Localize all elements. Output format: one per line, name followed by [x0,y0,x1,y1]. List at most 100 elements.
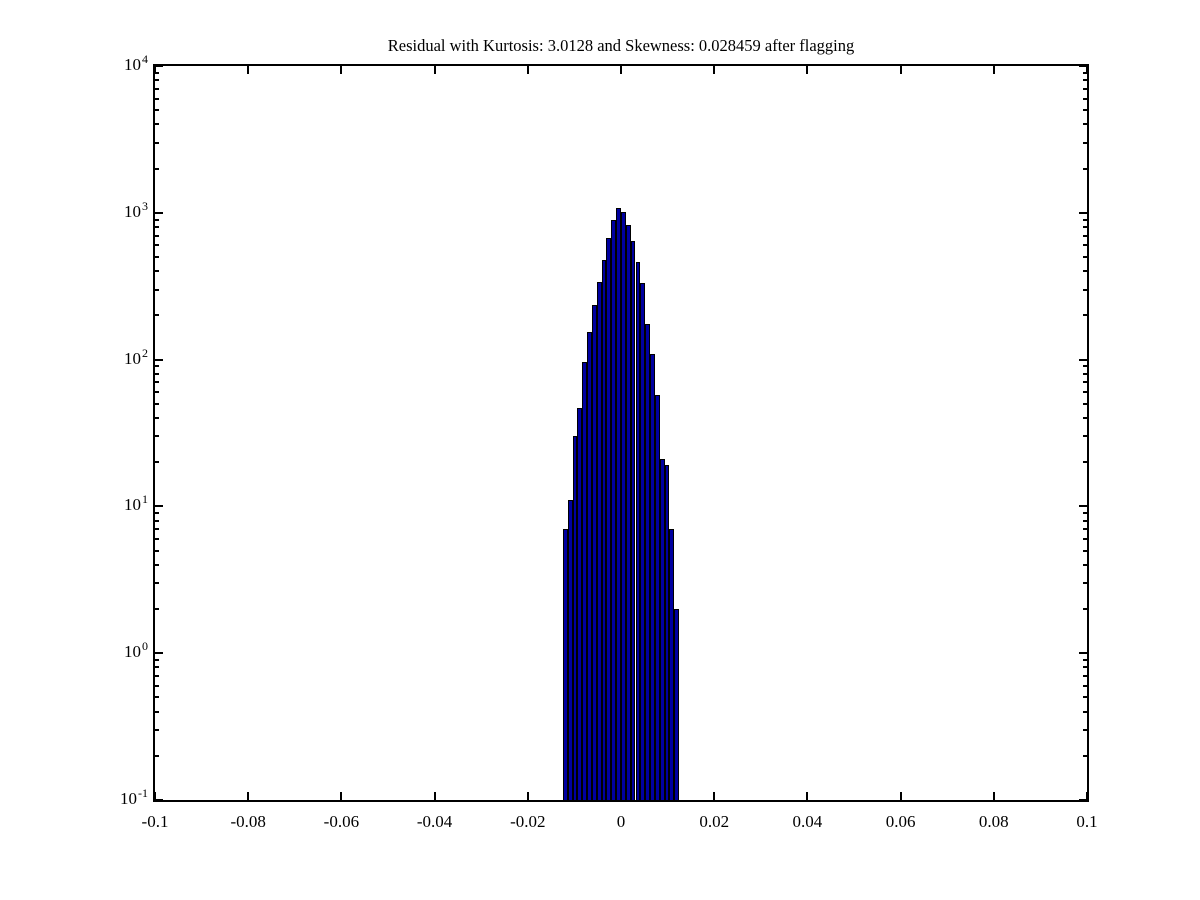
x-axis-tick [154,792,156,800]
y-axis-minor-tick [155,519,159,522]
y-axis-tick-right [1079,505,1087,508]
y-axis-minor-tick [155,549,159,552]
y-axis-minor-tick [155,461,159,464]
y-axis-minor-tick-right [1083,563,1087,566]
y-axis-tick [155,65,163,67]
y-axis-minor-tick [155,512,159,515]
y-axis-minor-tick [155,244,159,247]
x-axis-tick [992,792,995,800]
plot-area [153,64,1089,802]
histogram-bar [611,220,617,800]
y-axis-minor-tick-right [1083,710,1087,713]
y-axis-minor-tick [155,435,159,438]
x-axis-tick-top [713,66,716,74]
x-axis-tick [340,792,343,800]
y-axis-minor-tick [155,608,159,610]
y-axis-minor-tick-right [1083,608,1087,610]
histogram-bar [669,529,675,800]
y-axis-minor-tick-right [1083,372,1087,375]
y-axis-minor-tick-right [1083,417,1087,420]
y-axis-minor-tick [155,754,159,757]
x-axis-tick [526,792,529,800]
y-axis-minor-tick [155,674,159,677]
y-axis-minor-tick-right [1083,461,1087,464]
y-axis-minor-tick-right [1083,391,1087,394]
y-axis-minor-tick-right [1083,97,1087,100]
y-axis-minor-tick [155,218,159,221]
y-tick-label: 10-1 [78,786,148,809]
y-axis-minor-tick-right [1083,123,1087,126]
y-axis-minor-tick [155,582,159,585]
x-axis-tick [1086,792,1088,800]
y-axis-minor-tick [155,391,159,394]
x-axis-tick [713,792,716,800]
y-axis-tick-right [1079,211,1087,214]
histogram-bar [582,362,588,800]
y-axis-minor-tick-right [1083,381,1087,384]
y-axis-minor-tick [155,87,159,90]
histogram-bar [650,353,655,800]
y-tick-label: 103 [78,199,148,222]
histogram-bar [645,323,650,800]
y-axis-minor-tick-right [1083,87,1087,90]
histogram-bar [596,282,602,800]
y-axis-minor-tick-right [1083,218,1087,221]
y-axis-minor-tick-right [1083,696,1087,699]
histogram-bar [567,500,573,800]
x-tick-label: 0.04 [792,812,823,831]
x-tick-label: 0.02 [699,812,730,831]
x-tick-label: 0.1 [1076,812,1098,831]
x-axis-tick-top [247,66,250,74]
y-axis-minor-tick-right [1083,512,1087,515]
histogram-bar [659,459,665,800]
y-axis-minor-tick [155,710,159,713]
y-axis-minor-tick [155,728,159,731]
chart-title: Residual with Kurtosis: 3.0128 and Skewn… [387,36,855,55]
y-axis-minor-tick-right [1083,519,1087,522]
y-tick-base: 10 [124,348,141,368]
y-axis-minor-tick-right [1083,728,1087,731]
y-axis-minor-tick [155,123,159,126]
y-axis-minor-tick [155,255,159,258]
x-axis-tick-top [154,66,156,74]
y-axis-tick [155,211,163,214]
y-axis-minor-tick [155,97,159,100]
y-tick-label: 102 [78,346,148,369]
y-tick-base: 10 [124,201,141,221]
x-tick-label: -0.06 [323,812,360,831]
histogram-bar [562,529,568,800]
x-tick-label: -0.08 [230,812,266,831]
y-axis-minor-tick [155,288,159,291]
y-axis-tick-right [1079,799,1087,801]
x-axis-tick-top [526,66,529,74]
y-axis-minor-tick-right [1083,754,1087,757]
y-axis-minor-tick [155,696,159,699]
y-axis-minor-tick-right [1083,674,1087,677]
x-axis-tick [620,792,622,800]
y-axis-minor-tick-right [1083,109,1087,112]
histogram-bar [601,260,607,800]
y-axis-minor-tick-right [1083,582,1087,585]
y-axis-minor-tick [155,372,159,375]
y-axis-minor-tick-right [1083,402,1087,405]
y-axis-minor-tick [155,226,159,229]
y-axis-tick-right [1079,65,1087,67]
histogram-bar [621,212,626,800]
y-tick-exponent: 1 [142,492,148,507]
x-tick-label: -0.04 [416,812,453,831]
y-axis-minor-tick [155,141,159,144]
histogram-bar [591,305,597,800]
y-axis-tick-right [1079,358,1087,361]
x-tick-label: -0.02 [510,812,546,831]
x-tick-label: 0.06 [885,812,916,831]
histogram-bar [616,208,621,800]
y-axis-minor-tick-right [1083,234,1087,237]
x-axis-tick-top [433,66,436,74]
y-axis-minor-tick-right [1083,244,1087,247]
x-axis-tick [899,792,902,800]
y-axis-minor-tick-right [1083,549,1087,552]
y-axis-minor-tick-right [1083,167,1087,170]
histogram-bar [625,224,631,800]
y-axis-minor-tick [155,71,159,74]
